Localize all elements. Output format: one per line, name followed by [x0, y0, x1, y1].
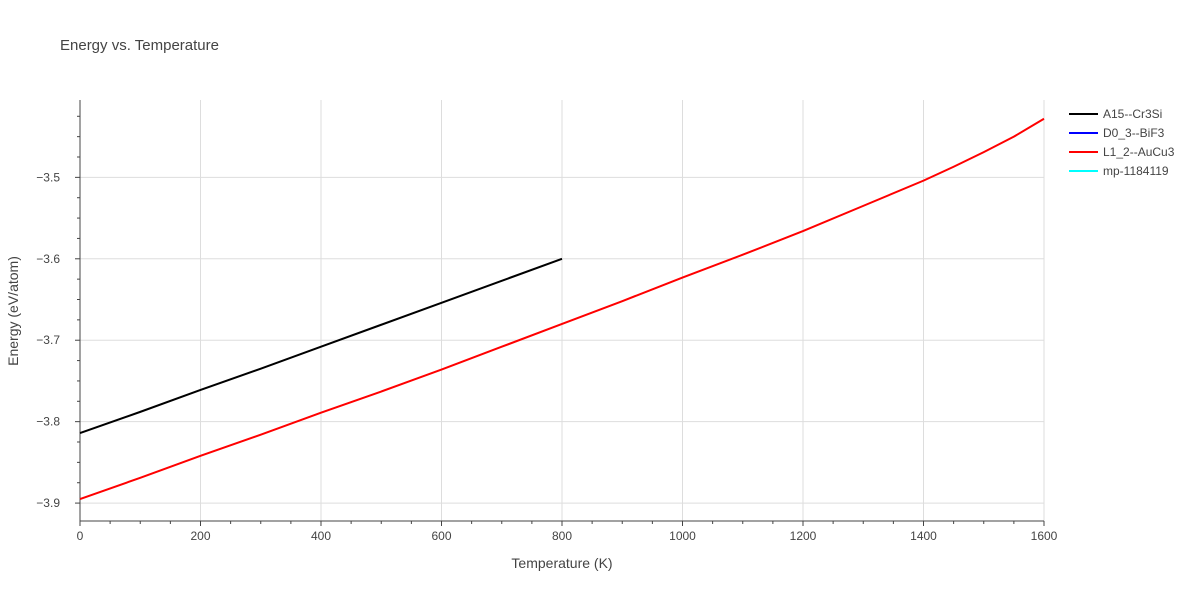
x-tick-label: 1200: [790, 529, 817, 543]
legend-label: L1_2--AuCu3: [1103, 145, 1175, 159]
x-tick-label: 1600: [1031, 529, 1058, 543]
series-layer: [79, 117, 1045, 500]
legend-item-l1-2-aucu3[interactable]: L1_2--AuCu3: [1069, 145, 1175, 159]
series-line-l1-2-aucu3: [79, 117, 1045, 500]
series-line-a15-cr3si: [79, 257, 563, 434]
x-tick-label: 1400: [910, 529, 937, 543]
x-tick-label: 600: [431, 529, 451, 543]
legend: A15--Cr3Si D0_3--BiF3 L1_2--AuCu3 mp-118411…: [1069, 107, 1175, 178]
x-tick-label: 0: [77, 529, 84, 543]
y-tick-label: −3.5: [36, 170, 60, 184]
legend-label: D0_3--BiF3: [1103, 126, 1165, 140]
y-tick-label: −3.8: [36, 415, 60, 429]
y-tick-label: −3.7: [36, 333, 60, 347]
axes-layer: 0 200 400 600 800 1000 1200 1400 1600 −3.9 −3.8 −3.…: [36, 100, 1058, 543]
y-tick-label: −3.6: [36, 252, 60, 266]
y-axis-title: Energy (eV/atom): [5, 256, 21, 366]
legend-label: mp-1184119: [1103, 164, 1169, 178]
x-tick-label: 400: [311, 529, 331, 543]
chart-title: Energy vs. Temperature: [60, 37, 219, 54]
legend-item-mp-1184119[interactable]: mp-1184119: [1069, 164, 1169, 178]
x-axis-title: Temperature (K): [511, 555, 612, 571]
x-tick-label: 1000: [669, 529, 696, 543]
grid-layer: [80, 100, 1045, 521]
y-tick-label: −3.9: [36, 496, 60, 510]
legend-item-a15-cr3si[interactable]: A15--Cr3Si: [1069, 107, 1162, 121]
legend-label: A15--Cr3Si: [1103, 107, 1162, 121]
x-tick-label: 200: [190, 529, 210, 543]
x-tick-label: 800: [552, 529, 572, 543]
legend-item-d0-3-bif3[interactable]: D0_3--BiF3: [1069, 126, 1165, 140]
